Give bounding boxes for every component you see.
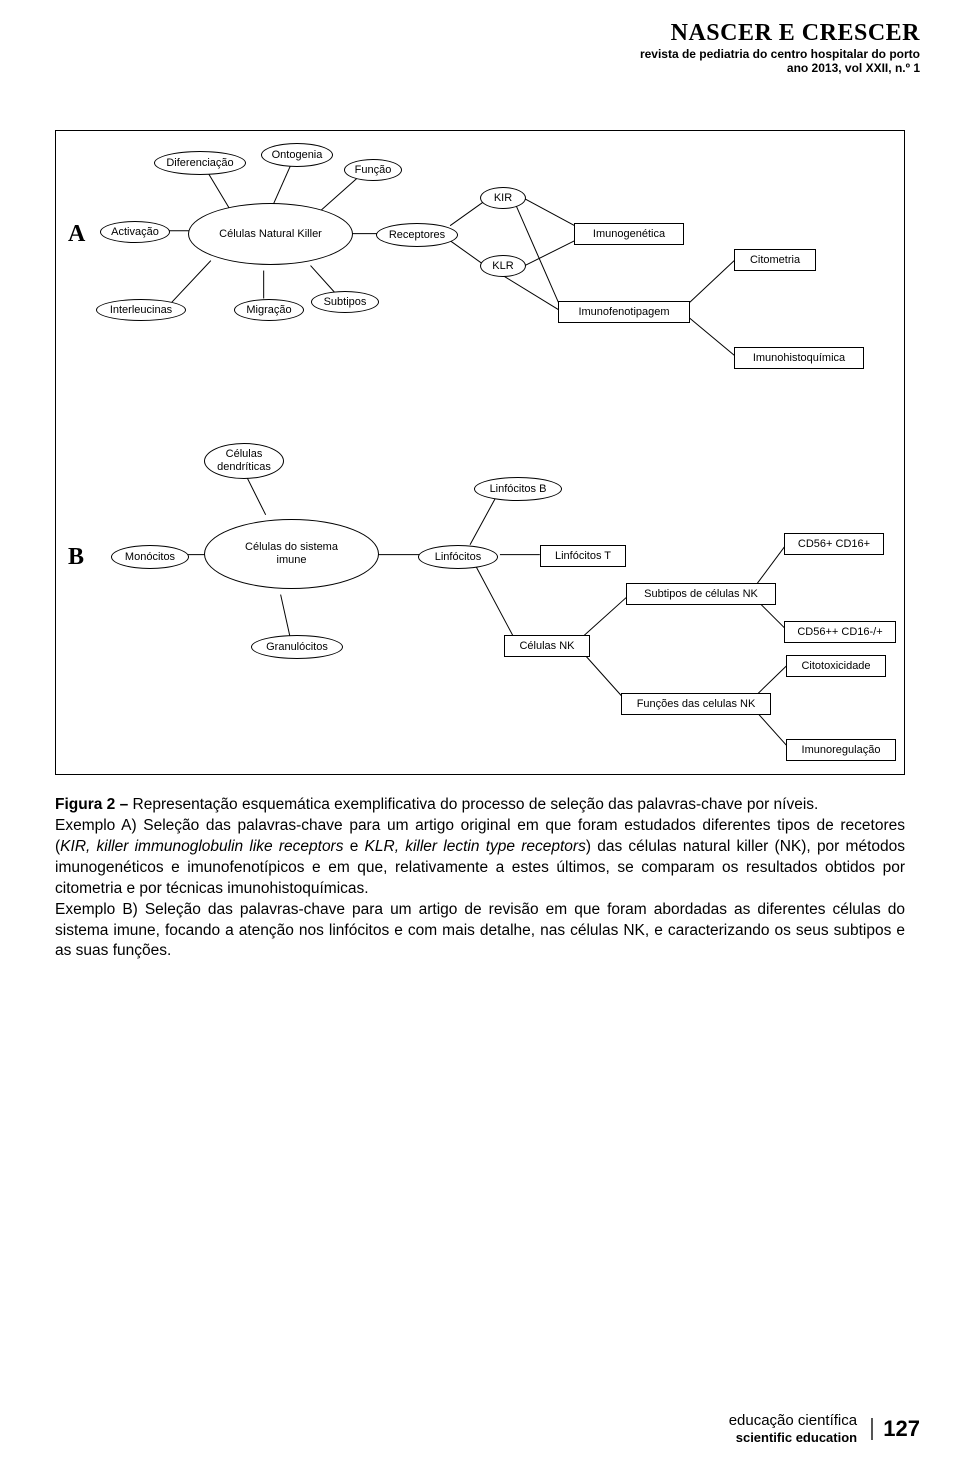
node-subtipos-nk: Subtipos de células NK [626, 583, 776, 605]
node-cd56pp-cd16mp: CD56++ CD16-/+ [784, 621, 896, 643]
page-number: 127 [871, 1418, 920, 1440]
node-citotoxicidade: Citotoxicidade [786, 655, 886, 677]
caption-title: Representação esquemática exemplificativ… [128, 796, 818, 813]
node-cd56p-cd16p: CD56+ CD16+ [784, 533, 884, 555]
node-celulas-nk: Células NK [504, 635, 590, 657]
journal-title: NASCER E CRESCER [640, 20, 920, 47]
figure-caption: Figura 2 – Representação esquemática exe… [55, 795, 905, 962]
journal-header: NASCER E CRESCER revista de pediatria do… [640, 20, 920, 75]
node-funcao: Função [344, 159, 402, 181]
node-granulocitos: Granulócitos [251, 635, 343, 659]
panel-a-label: A [68, 221, 85, 248]
node-funcoes-nk: Funções das celulas NK [621, 693, 771, 715]
node-migracao: Migração [234, 299, 304, 321]
node-linfocitos-b: Linfócitos B [474, 477, 562, 501]
caption-label: Figura 2 – [55, 796, 128, 813]
journal-issue: ano 2013, vol XXII, n.º 1 [640, 61, 920, 75]
diagram-connectors [56, 131, 904, 774]
node-subtipos: Subtipos [311, 291, 379, 313]
node-imunohistoquimica: Imunohistoquímica [734, 347, 864, 369]
figure-2-diagram: A Diferenciação Ontogenia Função Activaç… [55, 130, 905, 775]
node-monocitos: Monócitos [111, 545, 189, 569]
journal-subtitle: revista de pediatria do centro hospitala… [640, 47, 920, 61]
node-interleucinas: Interleucinas [96, 299, 186, 321]
caption-body: Exemplo A) Seleção das palavras-chave pa… [55, 817, 905, 960]
page-footer: educação científica scientific education… [729, 1412, 920, 1446]
footer-section-en: scientific education [736, 1430, 857, 1445]
node-kir: KIR [480, 187, 526, 209]
node-citometria: Citometria [734, 249, 816, 271]
node-imunofenotipagem: Imunofenotipagem [558, 301, 690, 323]
node-activacao: Activação [100, 221, 170, 243]
node-linfocitos: Linfócitos [418, 545, 498, 569]
node-imunogenetica: Imunogenética [574, 223, 684, 245]
node-celulas-natural-killer: Células Natural Killer [188, 203, 353, 265]
node-klr: KLR [480, 255, 526, 277]
footer-section-pt: educação científica [729, 1412, 857, 1429]
node-imunoregulacao: Imunoregulação [786, 739, 896, 761]
node-celulas-dendriticas: Células dendríticas [204, 443, 284, 479]
node-celulas-sistema-imune: Células do sistema imune [204, 519, 379, 589]
node-linfocitos-t: Linfócitos T [540, 545, 626, 567]
node-receptores: Receptores [376, 223, 458, 247]
node-diferenciacao: Diferenciação [154, 151, 246, 175]
panel-b-label: B [68, 544, 84, 571]
node-ontogenia: Ontogenia [261, 143, 333, 167]
